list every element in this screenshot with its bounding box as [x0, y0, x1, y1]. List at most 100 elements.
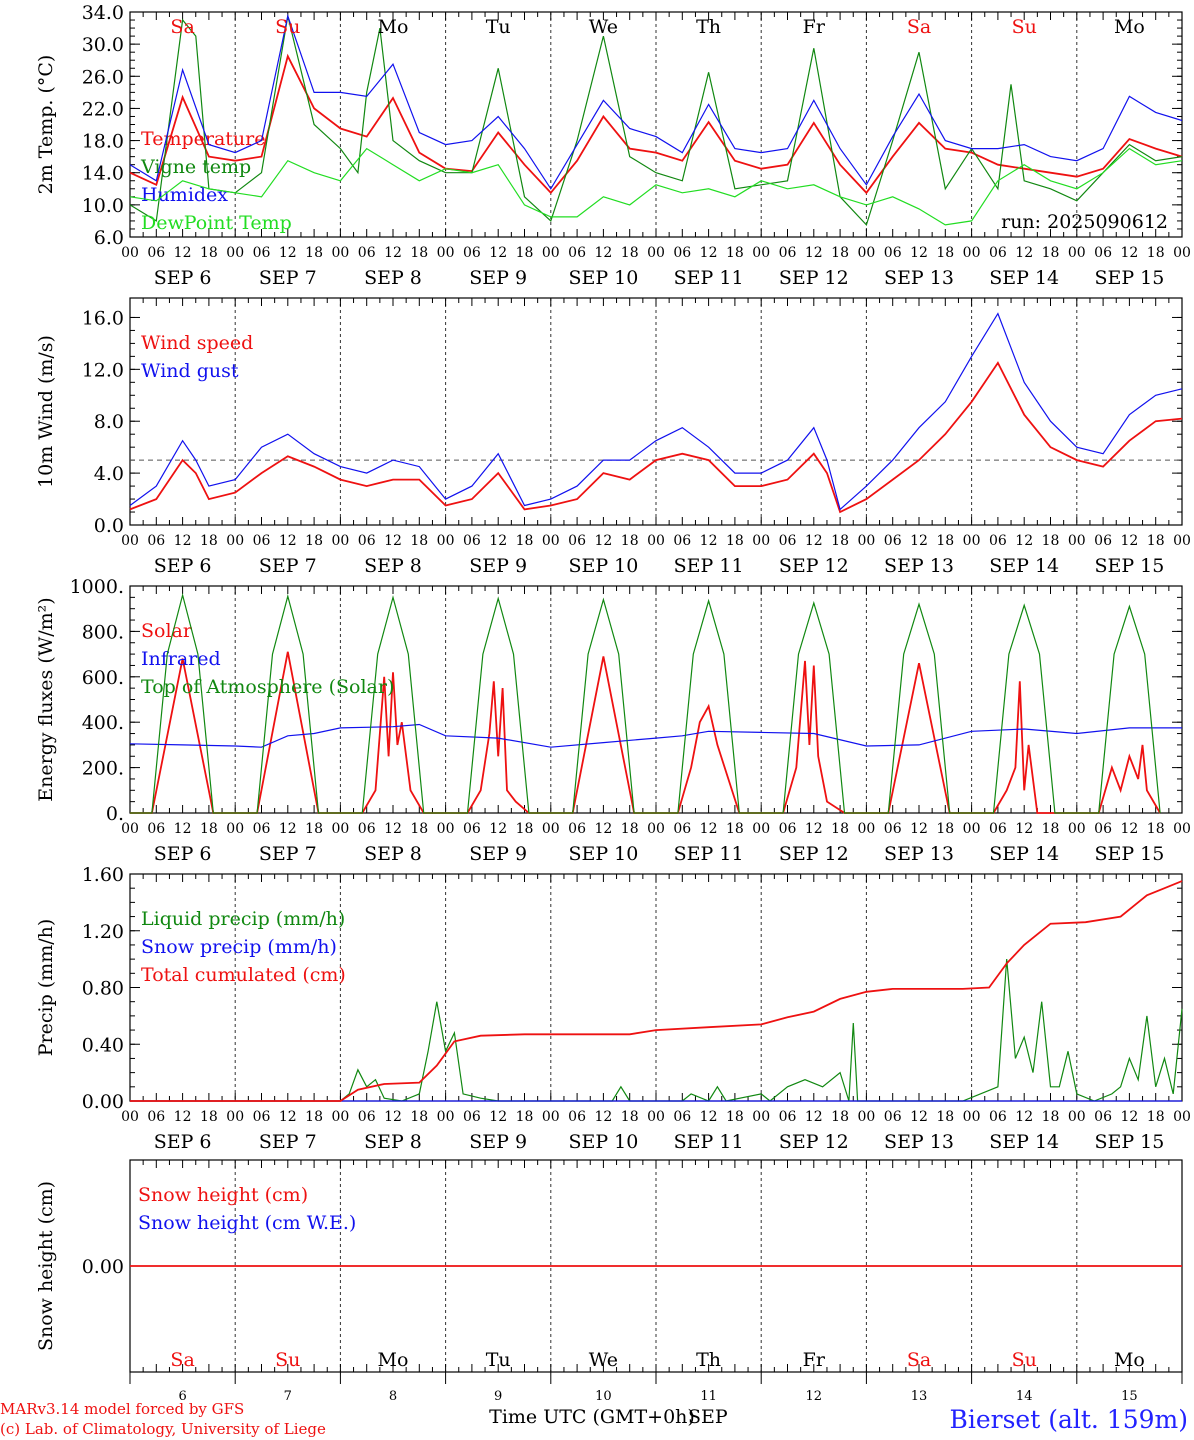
hour-label: 00 — [226, 821, 244, 837]
hour-label: 06 — [253, 821, 271, 837]
hour-label: 06 — [147, 821, 165, 837]
hour-label: 00 — [963, 245, 981, 261]
y-tick-label: 0.40 — [82, 1034, 124, 1056]
hour-label: 18 — [831, 1109, 849, 1125]
day-number: 13 — [911, 1389, 928, 1404]
hour-label: 00 — [963, 533, 981, 549]
hour-label: 12 — [594, 1109, 612, 1125]
hour-label: 18 — [200, 1109, 218, 1125]
y-tick-label: 14.0 — [82, 163, 124, 185]
date-label: SEP 12 — [779, 843, 849, 865]
hour-label: 06 — [779, 821, 797, 837]
day-number: 15 — [1121, 1389, 1138, 1404]
hour-label: 00 — [1068, 245, 1086, 261]
hour-label: 06 — [884, 821, 902, 837]
series-line-vigne-temp — [129, 15, 1183, 227]
hour-label: 00 — [121, 821, 139, 837]
date-label: SEP 13 — [884, 843, 954, 865]
hour-label: 06 — [253, 245, 271, 261]
day-abbr: Su — [1012, 1349, 1037, 1371]
hour-label: 00 — [437, 245, 455, 261]
hour-label: 00 — [857, 821, 875, 837]
day-number: 6 — [178, 1389, 186, 1404]
hour-label: 00 — [542, 245, 560, 261]
hour-label: 18 — [726, 245, 744, 261]
hour-label: 12 — [700, 1109, 718, 1125]
hour-label: 00 — [1173, 1109, 1191, 1125]
hour-label: 12 — [1015, 821, 1033, 837]
series-line-dewpoint-temp — [129, 147, 1183, 226]
hour-label: 00 — [226, 245, 244, 261]
hour-label: 18 — [1042, 245, 1060, 261]
hour-label: 12 — [805, 821, 823, 837]
hour-label: 06 — [463, 533, 481, 549]
y-tick-label: 800. — [82, 621, 124, 643]
date-label: SEP 7 — [259, 843, 317, 865]
hour-label: 00 — [542, 821, 560, 837]
day-number: 7 — [284, 1389, 292, 1404]
date-label: SEP 6 — [154, 555, 212, 577]
day-abbr: We — [589, 1349, 618, 1371]
hour-label: 12 — [910, 821, 928, 837]
y-tick-label: 6.0 — [94, 227, 124, 249]
hour-label: 00 — [647, 533, 665, 549]
day-abbr: Sa — [907, 1349, 931, 1371]
legend-entry: Wind speed — [141, 332, 253, 354]
hour-label: 00 — [542, 1109, 560, 1125]
hour-label: 00 — [121, 245, 139, 261]
hour-label: 18 — [936, 533, 954, 549]
hour-label: 18 — [831, 533, 849, 549]
hour-label: 18 — [1147, 533, 1165, 549]
date-label: SEP 7 — [259, 267, 317, 289]
hour-label: 12 — [384, 1109, 402, 1125]
x-axis-label: Time UTC (GMT+0h) — [489, 1406, 695, 1428]
hour-label: 18 — [516, 533, 534, 549]
hour-label: 06 — [253, 1109, 271, 1125]
hour-label: 00 — [1173, 533, 1191, 549]
hour-label: 18 — [621, 533, 639, 549]
hour-label: 00 — [121, 1109, 139, 1125]
hour-label: 06 — [884, 1109, 902, 1125]
date-label: SEP 13 — [884, 267, 954, 289]
model-credit: MARv3.14 model forced by GFS — [0, 1400, 244, 1418]
date-label: SEP 13 — [884, 555, 954, 577]
day-abbr: Mo — [1114, 1349, 1145, 1371]
hour-label: 00 — [1173, 821, 1191, 837]
hour-label: 06 — [358, 1109, 376, 1125]
hour-label: 12 — [594, 821, 612, 837]
series-line-total-cumulated-cm- — [130, 880, 1183, 1102]
hour-label: 12 — [489, 533, 507, 549]
hour-label: 06 — [358, 533, 376, 549]
series-line-solar — [130, 651, 1161, 814]
y-tick-label: 0. — [106, 803, 124, 825]
y-tick-label: 200. — [82, 758, 124, 780]
hour-label: 00 — [437, 821, 455, 837]
date-label: SEP 15 — [1094, 267, 1164, 289]
hour-label: 06 — [989, 1109, 1007, 1125]
legend-entry: Wind gust — [141, 360, 239, 382]
hour-label: 00 — [857, 245, 875, 261]
hour-label: 12 — [1015, 1109, 1033, 1125]
legend-entry: Snow height (cm W.E.) — [138, 1212, 356, 1234]
hour-label: 18 — [621, 245, 639, 261]
run-label: run: 2025090612 — [1001, 211, 1168, 233]
date-label: SEP 15 — [1094, 555, 1164, 577]
legend-entry: Humidex — [141, 184, 228, 206]
hour-label: 00 — [857, 533, 875, 549]
y-tick-label: 22.0 — [82, 98, 124, 120]
y-tick-label: 400. — [82, 712, 124, 734]
hour-label: 06 — [568, 245, 586, 261]
legend-entry: Top of Atmosphere (Solar) — [141, 676, 394, 698]
hour-label: 00 — [331, 533, 349, 549]
hour-label: 12 — [174, 533, 192, 549]
hour-label: 18 — [726, 533, 744, 549]
day-abbr: Mo — [1114, 16, 1145, 38]
hour-label: 12 — [594, 245, 612, 261]
hour-label: 06 — [568, 1109, 586, 1125]
hour-label: 06 — [1094, 533, 1112, 549]
date-label: SEP 13 — [884, 1131, 954, 1153]
hour-label: 12 — [384, 533, 402, 549]
hour-label: 06 — [463, 1109, 481, 1125]
series-line-top-of-atmosphere-solar- — [130, 592, 1161, 814]
y-axis-label: Snow height (cm) — [35, 1181, 57, 1351]
